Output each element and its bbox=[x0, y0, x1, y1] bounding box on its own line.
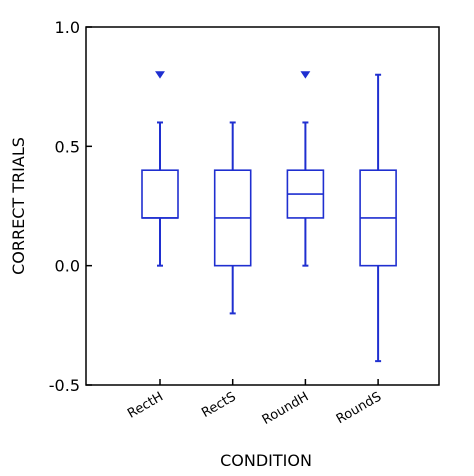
plot-frame bbox=[85, 26, 440, 386]
y-tick-label: -0.5 bbox=[49, 376, 80, 395]
box-RoundH bbox=[286, 71, 325, 267]
y-axis-label: CORRECT TRIALS bbox=[9, 137, 28, 275]
y-axis: -0.5 0.0 0.5 1.0 bbox=[49, 18, 92, 395]
box-RectS bbox=[213, 121, 252, 315]
box-RoundS bbox=[359, 73, 397, 363]
y-tick-label: 0.0 bbox=[55, 257, 80, 276]
outlier-marker bbox=[155, 71, 165, 79]
boxes-layer bbox=[141, 71, 397, 363]
x-tick-label: RectH bbox=[125, 389, 166, 421]
x-tick-label: RoundS bbox=[334, 389, 384, 427]
x-axis: RectH RectS RoundH RoundS bbox=[125, 379, 384, 428]
y-tick-label: 1.0 bbox=[55, 18, 80, 37]
x-tick-label: RoundH bbox=[260, 389, 312, 427]
x-axis-label: CONDITION bbox=[220, 451, 312, 470]
box-RectH bbox=[141, 71, 179, 267]
y-tick-label: 0.5 bbox=[55, 137, 80, 156]
outlier-marker bbox=[300, 71, 311, 79]
box-iqr bbox=[141, 169, 179, 219]
x-tick-label: RectS bbox=[199, 389, 239, 420]
